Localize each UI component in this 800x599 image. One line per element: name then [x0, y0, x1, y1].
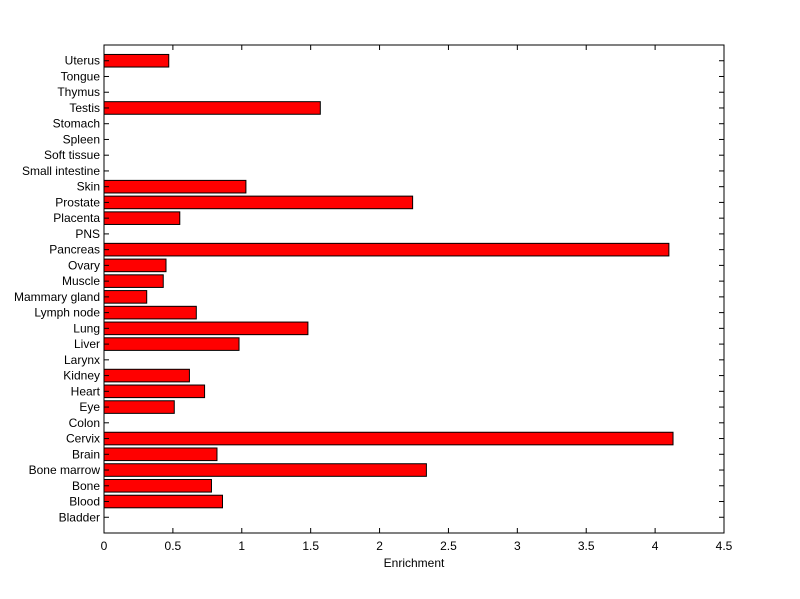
- y-tick-label-eye: Eye: [79, 400, 100, 414]
- y-tick-label-soft-tissue: Soft tissue: [44, 148, 100, 162]
- y-tick-label-bladder: Bladder: [59, 510, 100, 524]
- bar-muscle: [103, 274, 164, 288]
- y-tick-label-mammary-gland: Mammary gland: [14, 290, 100, 304]
- y-tick-label-pancreas: Pancreas: [49, 243, 100, 257]
- y-tick-label-thymus: Thymus: [57, 85, 100, 99]
- y-tick-label-heart: Heart: [71, 384, 101, 398]
- x-axis-ticks: 0 0.5 1 1.5 2 2.5 3 3.5 4 4.5: [101, 45, 733, 553]
- x-tick-label: 0: [101, 539, 108, 553]
- y-tick-label-larynx: Larynx: [64, 353, 100, 367]
- bar-mammary-gland: [103, 290, 148, 304]
- y-tick-label-blood: Blood: [69, 495, 100, 509]
- y-tick-label-uterus: Uterus: [65, 54, 100, 68]
- x-tick-label: 3.5: [578, 539, 595, 553]
- bar-prostate: [103, 195, 414, 210]
- bar-liver: [103, 337, 240, 351]
- y-tick-label-tongue: Tongue: [61, 69, 101, 83]
- x-tick-label: 3: [514, 539, 521, 553]
- y-tick-label-lymph-node: Lymph node: [34, 306, 100, 320]
- y-tick-label-small-intestine: Small intestine: [22, 164, 100, 178]
- bar-brain: [103, 447, 218, 462]
- y-tick-label-testis: Testis: [69, 101, 100, 115]
- y-tick-label-stomach: Stomach: [53, 117, 100, 131]
- y-tick-label-spleen: Spleen: [63, 132, 100, 146]
- bar-eye: [103, 400, 175, 414]
- y-tick-label-cervix: Cervix: [66, 432, 100, 446]
- y-tick-label-placenta: Placenta: [53, 211, 100, 225]
- y-tick-label-bone-marrow: Bone marrow: [29, 463, 101, 477]
- y-tick-label-muscle: Muscle: [62, 274, 100, 288]
- x-tick-label: 0.5: [165, 539, 182, 553]
- bar-blood: [103, 494, 223, 509]
- y-tick-label-pns: PNS: [75, 227, 100, 241]
- y-tick-label-kidney: Kidney: [63, 369, 100, 383]
- bar-skin: [103, 179, 247, 194]
- y-tick-label-liver: Liver: [74, 337, 100, 351]
- x-tick-label: 2.5: [440, 539, 457, 553]
- bar-uterus: [103, 53, 170, 68]
- bar-lymph-node: [103, 305, 197, 320]
- bar-ovary: [103, 258, 167, 273]
- y-tick-label-colon: Colon: [69, 416, 100, 430]
- bar-testis: [103, 101, 321, 115]
- plot-frame: [103, 44, 725, 534]
- y-tick-label-lung: Lung: [73, 321, 100, 335]
- x-tick-label: 4.5: [716, 539, 733, 553]
- y-tick-label-ovary: Ovary: [68, 258, 100, 272]
- bar-bone: [103, 478, 212, 493]
- x-axis-label: Enrichment: [384, 556, 445, 570]
- y-tick-label-prostate: Prostate: [55, 195, 100, 209]
- x-tick-label: 2: [376, 539, 383, 553]
- bar-pancreas: [103, 242, 670, 257]
- x-tick-label: 4: [652, 539, 659, 553]
- bar-lung: [103, 321, 309, 336]
- bar-placenta: [103, 211, 181, 225]
- y-tick-label-bone: Bone: [72, 479, 100, 493]
- x-tick-label: 1.5: [302, 539, 319, 553]
- bar-heart: [103, 384, 206, 399]
- bar-bone-marrow: [103, 463, 427, 477]
- bar-cervix: [103, 431, 674, 446]
- bar-kidney: [103, 368, 190, 383]
- x-tick-label: 1: [238, 539, 245, 553]
- y-tick-label-skin: Skin: [77, 180, 100, 194]
- y-tick-label-brain: Brain: [72, 447, 100, 461]
